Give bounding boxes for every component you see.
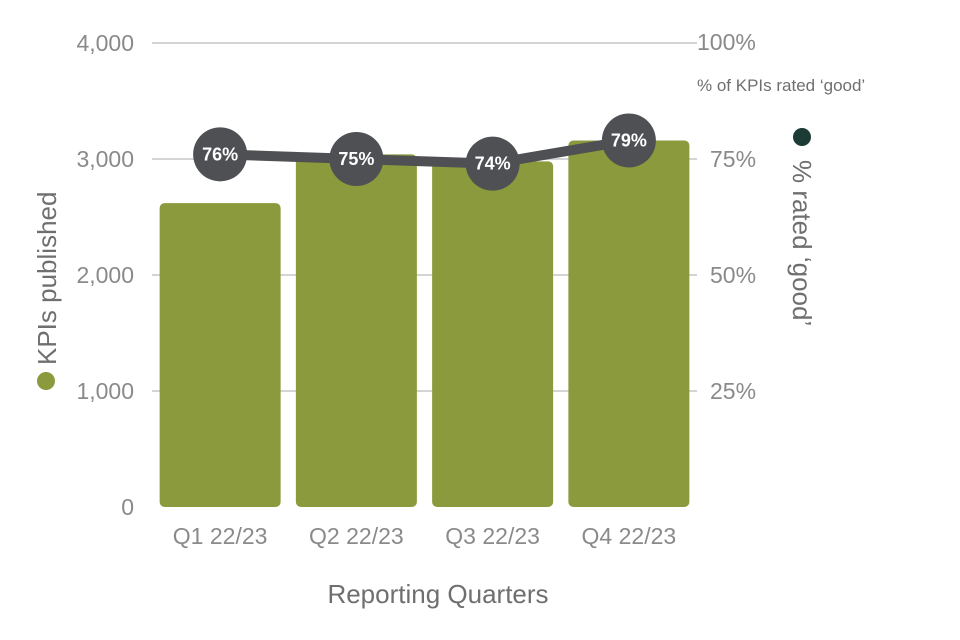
left-axis-ticks: 0 1,000 2,000 3,000 4,000 xyxy=(76,30,134,520)
y2-tick-label: 75% xyxy=(710,146,756,172)
x-tick-label: Q2 22/23 xyxy=(309,523,404,549)
point-label: 75% xyxy=(338,149,374,169)
right-axis-ticks: 25% 50% 75% 100% xyxy=(697,29,756,404)
line-point xyxy=(329,132,384,186)
right-axis-note: % of KPIs rated ‘good’ xyxy=(697,76,865,95)
left-axis-title: KPIs published xyxy=(32,192,62,365)
bar xyxy=(568,140,690,507)
point-label: 79% xyxy=(611,130,647,150)
series-line xyxy=(219,135,630,169)
y-tick-label: 4,000 xyxy=(76,30,134,56)
right-legend-marker xyxy=(793,128,811,146)
right-axis-title-group: % rated ‘good’ xyxy=(787,128,817,326)
left-legend-marker xyxy=(37,372,55,390)
right-axis-title: % rated ‘good’ xyxy=(787,160,817,326)
bar xyxy=(159,203,281,507)
bar-series xyxy=(159,140,690,508)
y-tick-label: 1,000 xyxy=(76,378,134,404)
point-label: 76% xyxy=(202,144,238,164)
y2-tick-label: 25% xyxy=(710,378,756,404)
y-tick-label: 2,000 xyxy=(76,262,134,288)
line-point xyxy=(465,136,520,191)
line-series: 76% 75% 74% 79% xyxy=(193,113,656,191)
x-tick-label: Q4 22/23 xyxy=(582,523,677,549)
y2-tick-label: 100% xyxy=(697,29,756,55)
bar xyxy=(432,161,554,507)
y2-tick-label: 50% xyxy=(710,262,756,288)
left-axis-title-group: KPIs published xyxy=(32,192,62,390)
y-tick-label: 0 xyxy=(121,494,134,520)
line-point xyxy=(193,127,248,182)
x-tick-label: Q1 22/23 xyxy=(173,523,268,549)
y-tick-label: 3,000 xyxy=(76,146,134,172)
line-point xyxy=(601,113,656,168)
x-tick-label: Q3 22/23 xyxy=(445,523,540,549)
x-axis-ticks: Q1 22/23 Q2 22/23 Q3 22/23 Q4 22/23 xyxy=(173,523,676,549)
bar xyxy=(295,154,417,508)
x-axis-title: Reporting Quarters xyxy=(327,579,548,609)
point-label: 74% xyxy=(475,154,511,174)
